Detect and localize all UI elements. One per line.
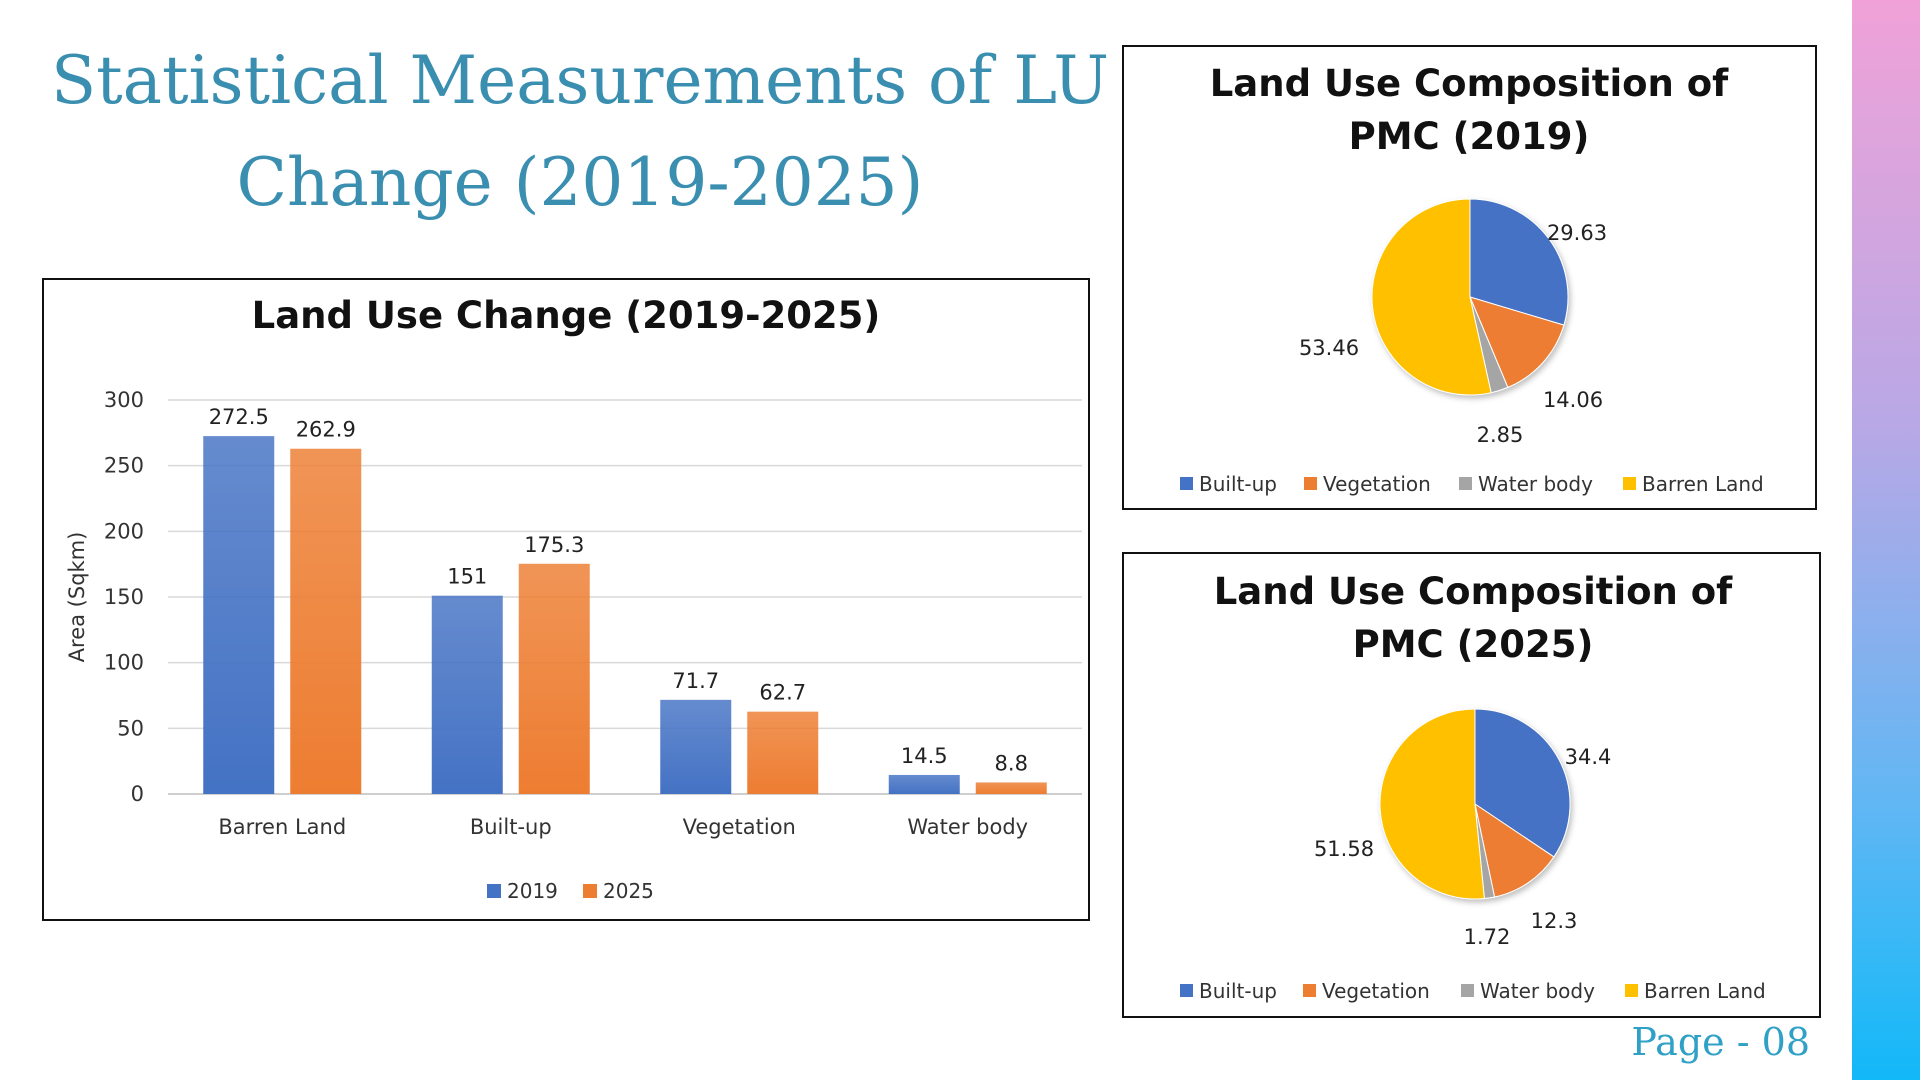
data-label-barren-land-2019: 272.5 [209, 405, 269, 429]
land-use-composition-2025-pie-chart: Land Use Composition of PMC (2025) 34.4 12.… [1180, 570, 1766, 1003]
data-label-barren-land-2025: 262.9 [296, 418, 356, 442]
pie-slices [1371, 198, 1569, 396]
bar-vegetation-2019 [660, 699, 732, 794]
pie-data-label-built-up: 34.4 [1565, 745, 1612, 769]
legend-swatch-built-up [1180, 984, 1193, 997]
pie-title-line-1: Land Use Composition of [1210, 62, 1729, 105]
legend-swatch-2019 [487, 884, 501, 898]
pie-slice-built-up [1469, 198, 1569, 326]
bar-barren-land-2025 [290, 448, 362, 794]
legend-swatch-water-body [1459, 477, 1472, 490]
y-tick-label-300: 300 [104, 388, 144, 412]
y-axis-label: Area (Sqkm) [65, 532, 89, 663]
pie-data-label-barren-land: 53.46 [1299, 336, 1359, 360]
bar-built-up-2025 [518, 563, 590, 794]
pie-slices [1379, 708, 1571, 900]
land-use-change-bar-chart: Land Use Change (2019-2025) 0 50 100 150 200 2… [65, 294, 1082, 903]
bar-vegetation-2025 [747, 711, 819, 794]
y-tick-label-200: 200 [104, 519, 144, 543]
y-tick-label-50: 50 [117, 716, 144, 740]
page-number: Page - 08 [1631, 1020, 1810, 1064]
y-tick-label-250: 250 [104, 454, 144, 478]
pie-data-label-built-up: 29.63 [1547, 221, 1607, 245]
data-label-built-up-2019: 151 [447, 565, 487, 589]
x-tick-label-vegetation: Vegetation [683, 815, 796, 839]
x-tick-label-water-body: Water body [907, 815, 1028, 839]
legend-label-water-body: Water body [1480, 979, 1595, 1003]
legend-label-water-body: Water body [1478, 472, 1593, 496]
data-label-water-body-2019: 14.5 [901, 744, 948, 768]
gradient-side-strip [1852, 0, 1920, 1080]
legend-label-vegetation: Vegetation [1323, 472, 1431, 496]
legend-swatch-barren-land [1625, 984, 1638, 997]
slide-title-line-2: Change (2019-2025) [236, 144, 924, 221]
y-tick-label-0: 0 [131, 782, 144, 806]
legend-swatch-vegetation [1304, 477, 1317, 490]
legend-label-2019: 2019 [507, 879, 558, 903]
pie-data-label-vegetation: 12.3 [1531, 909, 1578, 933]
legend-label-built-up: Built-up [1199, 472, 1277, 496]
y-tick-label-100: 100 [104, 651, 144, 675]
legend-label-barren-land: Barren Land [1642, 472, 1764, 496]
legend-label-built-up: Built-up [1199, 979, 1277, 1003]
slide-title-line-1: Statistical Measurements of LU [50, 42, 1110, 119]
pie-slice-vegetation [1474, 802, 1555, 898]
bar-water-body-2025 [975, 782, 1047, 794]
legend-label-vegetation: Vegetation [1322, 979, 1430, 1003]
pie-data-label-water-body: 2.85 [1477, 423, 1524, 447]
data-label-vegetation-2019: 71.7 [672, 669, 719, 693]
legend-label-barren-land: Barren Land [1644, 979, 1766, 1003]
slide-title: Statistical Measurements of LU Change (2… [40, 30, 1120, 234]
legend-swatch-vegetation [1303, 984, 1316, 997]
pie-slice-barren-land [1371, 198, 1492, 396]
data-label-vegetation-2025: 62.7 [759, 681, 806, 705]
pie-chart-2019-panel: Land Use Composition of PMC (2019) 29.63 14… [1122, 45, 1817, 510]
pie-slice-vegetation [1469, 296, 1565, 389]
pie-data-label-vegetation: 14.06 [1543, 388, 1603, 412]
pie-title-line-2: PMC (2025) [1353, 623, 1594, 666]
land-use-composition-2019-pie-chart: Land Use Composition of PMC (2019) 29.63 14… [1180, 62, 1764, 496]
legend-swatch-water-body [1461, 984, 1474, 997]
legend-swatch-barren-land [1623, 477, 1636, 490]
bar-barren-land-2019 [203, 436, 275, 794]
legend-swatch-built-up [1180, 477, 1193, 490]
data-label-water-body-2025: 8.8 [995, 751, 1028, 775]
pie-title-line-1: Land Use Composition of [1214, 570, 1733, 613]
legend-swatch-2025 [583, 884, 597, 898]
x-tick-label-barren-land: Barren Land [218, 815, 346, 839]
pie-data-label-water-body: 1.72 [1464, 925, 1511, 949]
bar-built-up-2019 [431, 595, 503, 794]
pie-chart-2025-panel: Land Use Composition of PMC (2025) 34.4 12.… [1122, 552, 1821, 1018]
legend-label-2025: 2025 [603, 879, 654, 903]
pie-slice-built-up [1474, 708, 1571, 858]
pie-slice-barren-land [1379, 708, 1485, 900]
bar-chart-panel: Land Use Change (2019-2025) 0 50 100 150 200 2… [42, 278, 1090, 921]
bar-chart-title: Land Use Change (2019-2025) [252, 294, 881, 337]
pie-title-line-2: PMC (2019) [1349, 115, 1590, 158]
data-label-built-up-2025: 175.3 [524, 533, 584, 557]
x-tick-label-built-up: Built-up [470, 815, 552, 839]
pie-data-label-barren-land: 51.58 [1314, 837, 1374, 861]
bar-water-body-2019 [888, 774, 960, 794]
y-tick-label-150: 150 [104, 585, 144, 609]
